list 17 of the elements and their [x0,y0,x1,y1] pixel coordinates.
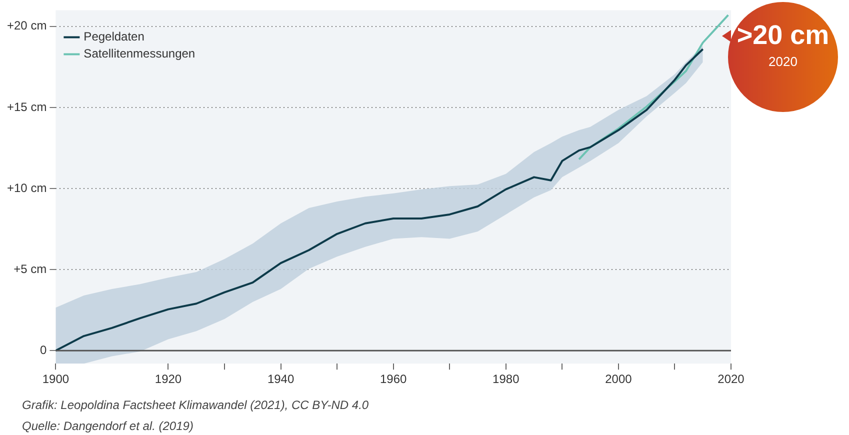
source-note: Quelle: Dangendorf et al. (2019) [22,419,194,433]
y-tick-label: 0 [40,342,47,357]
x-tick-label: 1980 [492,372,520,386]
text: Grafik: Leopoldina Factsheet Klimawandel (2021), CC BY-ND 4.0 [22,398,369,412]
y-tick-label: +20 cm [7,18,47,33]
legend-label: Pegeldaten [84,30,144,44]
x-tick-label: 2000 [605,372,632,386]
y-tick-label: +10 cm [7,180,47,195]
x-tick-label: 1920 [154,372,182,386]
x-tick-label: 2020 [718,372,745,386]
x-tick-label: 1940 [267,372,294,386]
x-tick-label: 1960 [380,372,408,386]
y-tick-label: +5 cm [14,262,47,276]
callout-circle: >20 cm 2020 [728,2,838,112]
x-tick-label: 1900 [42,372,70,386]
legend-label: Satellitenmessungen [84,46,196,61]
y-tick-label: +15 cm [7,100,47,114]
